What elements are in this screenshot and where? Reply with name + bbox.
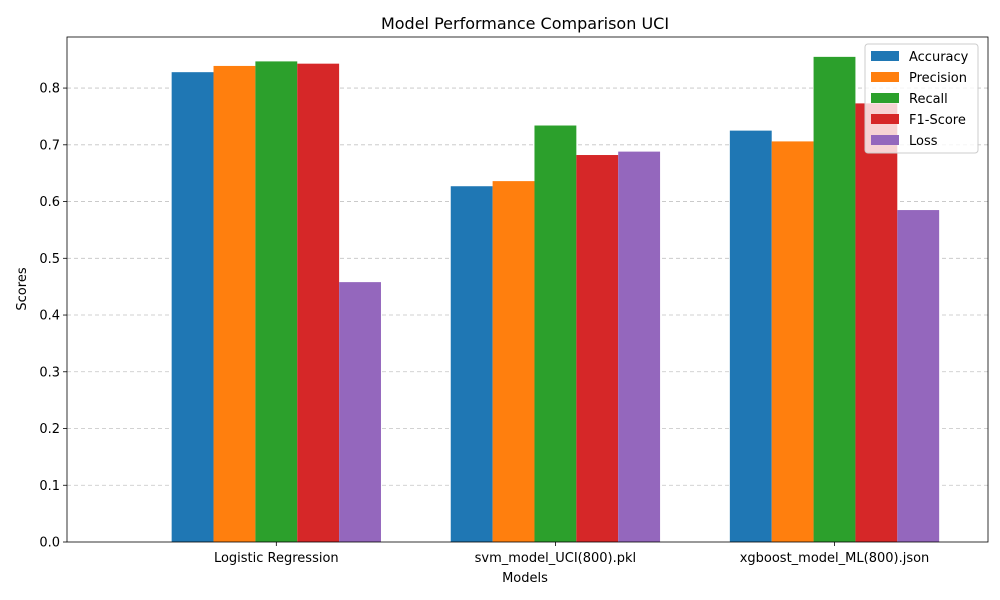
axes-layer (66, 36, 989, 543)
y-tick-label: 0.3 (39, 365, 60, 380)
bar-f1-score (855, 103, 898, 543)
x-tick-label: Logistic Regression (214, 551, 339, 566)
legend-swatch-loss (871, 135, 899, 145)
bar-accuracy (450, 186, 493, 542)
bar-precision (213, 65, 256, 542)
y-tick-label: 0.5 (39, 252, 60, 267)
bar-accuracy (729, 130, 772, 542)
bar-recall (255, 61, 298, 543)
legend-box (864, 43, 979, 154)
chart-title: Model Performance Comparison UCI (381, 14, 669, 33)
bar-f1-score (297, 63, 340, 542)
y-tick-label: 0.1 (39, 479, 60, 494)
y-tick-label: 0.0 (39, 536, 60, 551)
legend: Accuracy Precision Recall F1-Score Loss (864, 43, 979, 154)
bar-f1-score (576, 155, 619, 543)
legend-swatch-recall (871, 93, 899, 103)
bar-loss (339, 282, 381, 542)
legend-label-precision: Precision (909, 71, 967, 86)
bar-precision (771, 141, 814, 543)
legend-swatch-f1-score (871, 114, 899, 124)
bars-layer (171, 56, 940, 543)
y-tick-label: 0.8 (39, 82, 60, 97)
bar-loss (618, 151, 661, 542)
legend-swatch-accuracy (871, 51, 899, 61)
legend-label-accuracy: Accuracy (909, 50, 969, 65)
x-axis-label: Models (502, 571, 548, 586)
plot-frame (66, 36, 989, 543)
x-tick-label: svm_model_UCI(800).pkl (475, 551, 637, 566)
y-tick-label: 0.7 (39, 138, 60, 153)
bar-recall (813, 56, 856, 542)
legend-label-f1-score: F1-Score (909, 113, 966, 128)
legend-swatch-precision (871, 72, 899, 82)
bar-recall (534, 125, 577, 543)
y-axis-label: Scores (15, 267, 30, 310)
legend-label-recall: Recall (909, 92, 948, 107)
bar-accuracy (171, 72, 214, 542)
y-tick-label: 0.2 (39, 422, 60, 437)
y-tick-label: 0.4 (39, 309, 60, 324)
x-tick-label: xgboost_model_ML(800).json (740, 551, 930, 566)
y-tick-label: 0.6 (39, 195, 60, 210)
bar-loss (897, 210, 940, 542)
ticks-layer: 0.0 0.1 0.2 0.3 0.4 0.5 0.6 0.7 0.8 Logistic Regr… (39, 82, 929, 566)
bar-precision (492, 181, 535, 542)
legend-label-loss: Loss (909, 134, 938, 149)
